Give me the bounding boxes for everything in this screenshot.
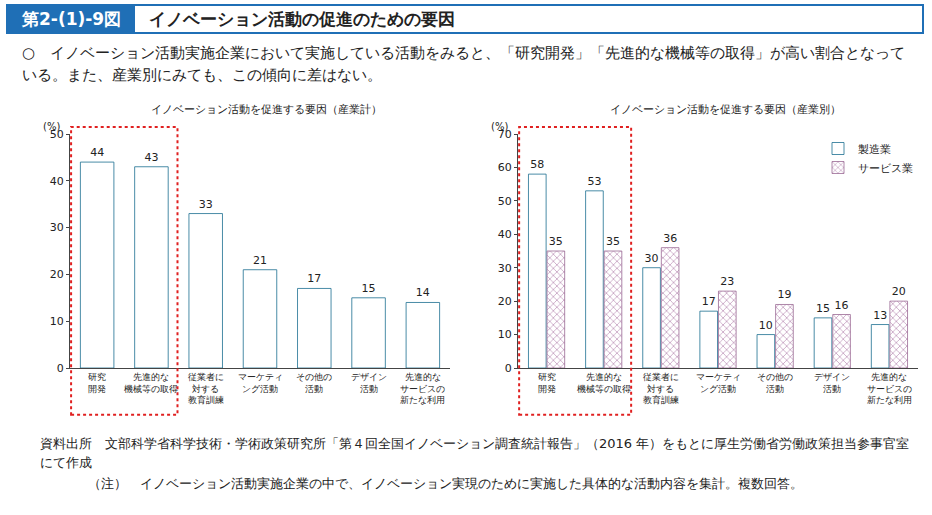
svg-text:15: 15 <box>362 282 376 295</box>
svg-text:13: 13 <box>873 309 887 322</box>
svg-text:35: 35 <box>549 235 563 248</box>
svg-text:(%): (%) <box>491 121 508 132</box>
svg-text:先進的なサービスの新たな利用: 先進的なサービスの新たな利用 <box>867 372 912 405</box>
svg-text:20: 20 <box>50 268 64 281</box>
svg-text:19: 19 <box>777 288 791 301</box>
svg-text:30: 30 <box>645 252 659 265</box>
svg-text:サービス業: サービス業 <box>858 162 913 175</box>
svg-text:35: 35 <box>606 235 620 248</box>
svg-text:30: 30 <box>50 221 64 234</box>
svg-text:イノベーション活動を促進する要因（産業計）: イノベーション活動を促進する要因（産業計） <box>151 103 382 116</box>
svg-text:その他の活動: その他の活動 <box>757 372 793 394</box>
svg-text:17: 17 <box>702 295 716 308</box>
svg-text:23: 23 <box>720 275 734 288</box>
svg-text:16: 16 <box>835 299 849 312</box>
svg-text:イノベーション活動を促進する要因（産業別）: イノベーション活動を促進する要因（産業別） <box>610 103 841 116</box>
svg-text:14: 14 <box>416 286 430 299</box>
svg-text:21: 21 <box>253 254 267 267</box>
svg-text:15: 15 <box>816 302 830 315</box>
html-text:（注） イノベーション活動実施企業の中で、イノベーション実現: （注） イノベーション活動実施企業の中で、イノベーション実現のために実施した具体… <box>88 476 803 491</box>
svg-text:70: 70 <box>498 128 512 141</box>
svg-text:10: 10 <box>498 328 512 341</box>
svg-text:先進的な機械等の取得: 先進的な機械等の取得 <box>577 372 631 394</box>
svg-text:20: 20 <box>498 295 512 308</box>
svg-text:36: 36 <box>663 232 677 245</box>
svg-text:研究開発: 研究開発 <box>88 372 106 394</box>
svg-text:デザイン活動: デザイン活動 <box>814 372 850 394</box>
svg-text:研究開発: 研究開発 <box>538 372 556 394</box>
html-text:資料出所 文部科学省科学技術・学術政策研究所「第４回全国イノ: 資料出所 文部科学省科学技術・学術政策研究所「第４回全国イノベーション調査統計報… <box>40 436 910 470</box>
svg-text:従業者に対する教育訓練: 従業者に対する教育訓練 <box>188 372 224 405</box>
html-text:○ イノベーション活動実施企業において実施している活動をみる: ○ イノベーション活動実施企業において実施している活動をみると、「研究開発」「先… <box>22 44 906 84</box>
svg-text:従業者に対する教育訓練: 従業者に対する教育訓練 <box>643 372 679 405</box>
svg-text:デザイン活動: デザイン活動 <box>351 372 387 394</box>
svg-text:50: 50 <box>50 128 64 141</box>
html-text:イノベーション活動の促進のための要因: イノベーション活動の促進のための要因 <box>149 9 456 29</box>
svg-text:20: 20 <box>892 285 906 298</box>
svg-text:その他の活動: その他の活動 <box>296 372 332 394</box>
svg-text:(%): (%) <box>43 121 60 132</box>
svg-text:30: 30 <box>498 262 512 275</box>
svg-text:44: 44 <box>90 146 104 159</box>
svg-text:43: 43 <box>144 151 158 164</box>
svg-text:製造業: 製造業 <box>858 143 891 156</box>
svg-text:先進的な機械等の取得: 先進的な機械等の取得 <box>124 372 178 394</box>
svg-text:53: 53 <box>587 175 601 188</box>
svg-text:40: 40 <box>498 228 512 241</box>
svg-text:50: 50 <box>498 195 512 208</box>
svg-text:10: 10 <box>759 319 773 332</box>
svg-text:40: 40 <box>50 175 64 188</box>
svg-text:マーケティング活動: マーケティング活動 <box>238 372 283 394</box>
svg-text:0: 0 <box>505 362 512 375</box>
svg-text:33: 33 <box>199 198 213 211</box>
svg-text:先進的なサービスの新たな利用: 先進的なサービスの新たな利用 <box>400 372 445 405</box>
svg-text:58: 58 <box>530 158 544 171</box>
svg-text:マーケティング活動: マーケティング活動 <box>696 372 741 394</box>
svg-text:10: 10 <box>50 315 64 328</box>
html-text:第2-(1)-9図: 第2-(1)-9図 <box>22 9 122 29</box>
svg-text:17: 17 <box>307 272 321 285</box>
svg-text:60: 60 <box>498 161 512 174</box>
svg-text:0: 0 <box>57 362 64 375</box>
